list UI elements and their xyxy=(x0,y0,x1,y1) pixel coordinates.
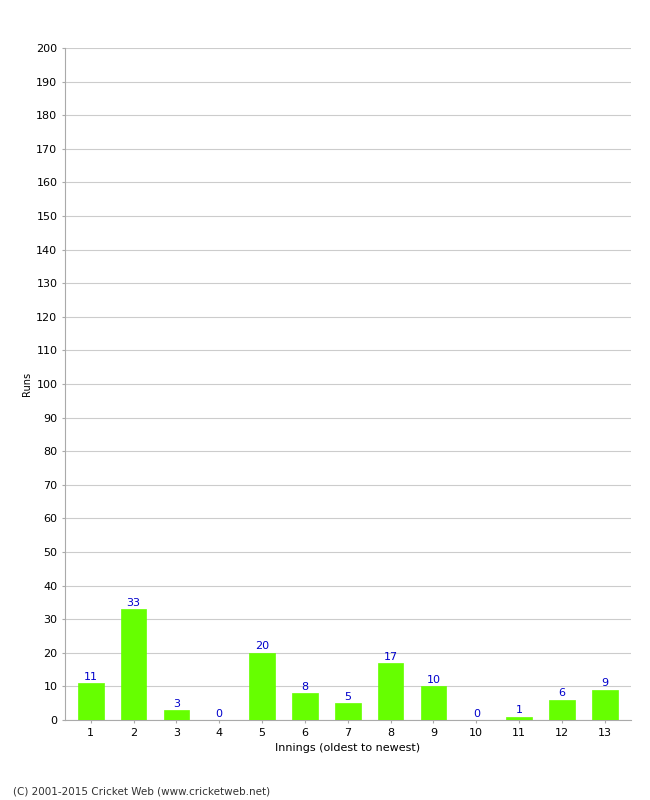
Bar xyxy=(378,663,404,720)
Text: (C) 2001-2015 Cricket Web (www.cricketweb.net): (C) 2001-2015 Cricket Web (www.cricketwe… xyxy=(13,786,270,796)
Bar xyxy=(506,717,532,720)
Bar xyxy=(292,693,318,720)
Text: 10: 10 xyxy=(426,675,441,685)
Text: 0: 0 xyxy=(216,709,223,718)
Y-axis label: Runs: Runs xyxy=(22,372,32,396)
Text: 8: 8 xyxy=(302,682,309,692)
Bar xyxy=(78,683,103,720)
Text: 1: 1 xyxy=(515,706,523,715)
Bar xyxy=(421,686,447,720)
Text: 11: 11 xyxy=(84,672,98,682)
Bar xyxy=(592,690,617,720)
Bar xyxy=(549,700,575,720)
Text: 17: 17 xyxy=(384,651,398,662)
Text: 6: 6 xyxy=(558,689,566,698)
Text: 5: 5 xyxy=(344,692,351,702)
Bar xyxy=(335,703,361,720)
Text: 0: 0 xyxy=(473,709,480,718)
Text: 9: 9 xyxy=(601,678,608,689)
Text: 33: 33 xyxy=(127,598,140,608)
X-axis label: Innings (oldest to newest): Innings (oldest to newest) xyxy=(275,743,421,753)
Text: 3: 3 xyxy=(173,698,180,709)
Bar xyxy=(249,653,275,720)
Bar xyxy=(121,609,146,720)
Text: 20: 20 xyxy=(255,642,269,651)
Bar xyxy=(164,710,189,720)
